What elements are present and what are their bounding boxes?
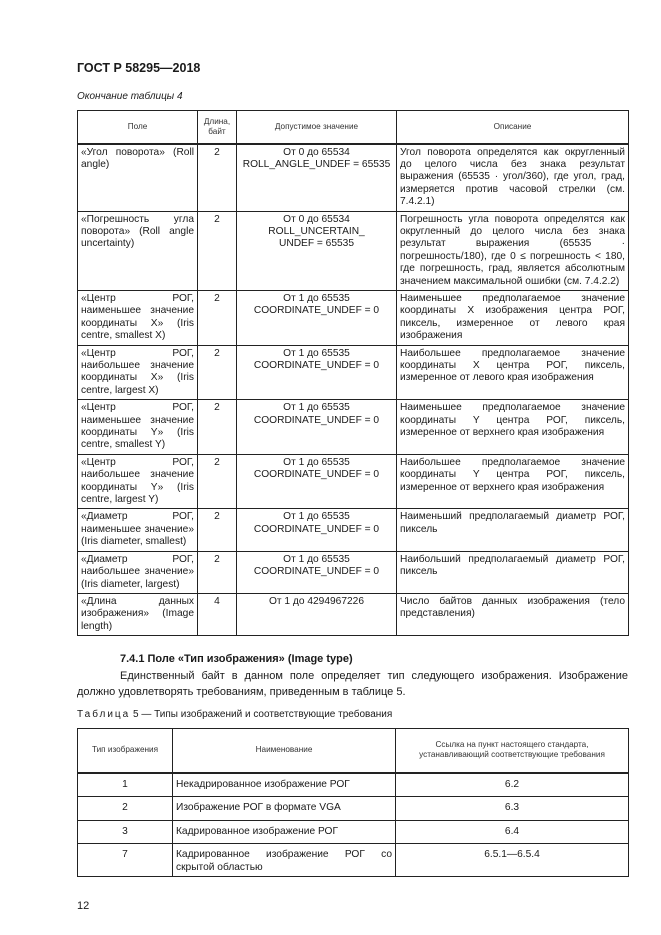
value-cell: От 1 до 65535 COORDINATE_UNDEF = 0 — [236, 453, 397, 510]
section-paragraph: Единственный байт в данном поле определя… — [77, 670, 628, 699]
column-header: Тип изображения — [77, 728, 173, 774]
reference-cell: 6.4 — [395, 820, 629, 845]
table-row: 7 Кадрированное изображение РОГ со скрыто… — [77, 843, 629, 877]
caption-text: 5 — Типы изображений и соответствующие т… — [133, 709, 393, 721]
reference-cell: 6.2 — [395, 772, 629, 798]
field-cell: «Центр РОГ, наибольшее значение координа… — [77, 453, 198, 510]
field-cell: «Диаметр РОГ, наименьшее значение» (Iris… — [77, 508, 198, 552]
table-continuation-label: Окончание таблицы 4 — [77, 91, 183, 102]
name-cell: Кадрированное изображение РОГ — [172, 820, 396, 845]
value-cell: От 1 до 4294967226 — [236, 592, 397, 637]
type-cell: 2 — [77, 796, 173, 822]
column-header: Наименование — [172, 728, 396, 774]
reference-cell: 6.5.1—6.5.4 — [395, 843, 629, 877]
length-cell: 2 — [197, 508, 237, 552]
table-row: «Центр РОГ, наименьшее значение координа… — [77, 399, 629, 455]
table-row: «Диаметр РОГ, наибольшее значение» (Iris… — [77, 550, 629, 594]
name-cell: Изображение РОГ в формате VGA — [172, 796, 396, 822]
type-cell: 1 — [77, 772, 173, 798]
name-cell: Некадрированное изображение РОГ — [172, 772, 396, 798]
description-cell: Погрешность угла поворота определятся ка… — [396, 210, 629, 291]
description-cell: Наименьший предполагаемый диаметр РОГ, п… — [396, 508, 629, 552]
type-cell: 3 — [77, 820, 173, 845]
value-cell: От 1 до 65535 COORDINATE_UNDEF = 0 — [236, 344, 397, 401]
length-cell: 2 — [197, 453, 237, 510]
field-cell: «Угол поворота» (Roll angle) — [77, 143, 198, 212]
table-row: «Центр РОГ, наименьшее значение координа… — [77, 289, 629, 346]
table-header-row: Поле Длина, байт Допустимое значение Опи… — [77, 110, 629, 145]
length-cell: 2 — [197, 210, 237, 291]
field-cell: «Центр РОГ, наименьшее значение координа… — [77, 289, 198, 346]
column-header: Описание — [396, 110, 629, 145]
length-cell: 4 — [197, 592, 237, 637]
field-cell: «Центр РОГ, наибольшее значение координа… — [77, 344, 198, 401]
table-row: «Центр РОГ, наибольшее значение координа… — [77, 453, 629, 510]
document-title: ГОСТ Р 58295—2018 — [77, 61, 201, 75]
table-row: 3 Кадрированное изображение РОГ 6.4 — [77, 820, 629, 845]
description-cell: Угол поворота определятся как округленны… — [396, 143, 629, 212]
description-cell: Число байтов данных изображения (тело пр… — [396, 592, 629, 637]
length-cell: 2 — [197, 399, 237, 455]
table-header-row: Тип изображения Наименование Ссылка на п… — [77, 728, 629, 774]
column-header: Ссылка на пункт настоящего стандарта, ус… — [395, 728, 629, 774]
length-cell: 2 — [197, 550, 237, 594]
description-cell: Наибольший предполагаемый диаметр РОГ, п… — [396, 550, 629, 594]
table-row: 2 Изображение РОГ в формате VGA 6.3 — [77, 796, 629, 822]
description-cell: Наименьшее предполагаемое значение коорд… — [396, 289, 629, 346]
value-cell: От 1 до 65535 COORDINATE_UNDEF = 0 — [236, 508, 397, 552]
value-cell: От 1 до 65535 COORDINATE_UNDEF = 0 — [236, 289, 397, 346]
value-cell: От 0 до 65534 ROLL_ANGLE_UNDEF = 65535 — [236, 143, 397, 212]
table-4: Поле Длина, байт Допустимое значение Опи… — [77, 110, 629, 637]
table-row: «Угол поворота» (Roll angle) 2 От 0 до 655… — [77, 143, 629, 212]
table-row: «Центр РОГ, наибольшее значение координа… — [77, 344, 629, 401]
description-cell: Наименьшее предполагаемое значение коорд… — [396, 399, 629, 455]
name-cell: Кадрированное изображение РОГ со скрытой… — [172, 843, 396, 877]
section-heading: 7.4.1 Поле «Тип изображения» (Image type… — [120, 653, 353, 666]
value-cell: От 1 до 65535 COORDINATE_UNDEF = 0 — [236, 550, 397, 594]
field-cell: «Погрешность угла поворота» (Roll angle … — [77, 210, 198, 291]
table-row: 1 Некадрированное изображение РОГ 6.2 — [77, 772, 629, 798]
length-cell: 2 — [197, 143, 237, 212]
field-cell: «Длина данных изображения» (Image length… — [77, 592, 198, 637]
table-5-caption: Таблица 5 — Типы изображений и соответст… — [77, 708, 628, 721]
table-5: Тип изображения Наименование Ссылка на п… — [77, 728, 629, 877]
field-cell: «Центр РОГ, наименьшее значение координа… — [77, 399, 198, 455]
value-cell: От 0 до 65534 ROLL_UNCERTAIN_ UNDEF = 65… — [236, 210, 397, 291]
length-cell: 2 — [197, 344, 237, 401]
caption-prefix: Таблица — [77, 709, 131, 721]
table-row: «Погрешность угла поворота» (Roll angle … — [77, 210, 629, 291]
column-header: Поле — [77, 110, 198, 145]
field-cell: «Диаметр РОГ, наибольшее значение» (Iris… — [77, 550, 198, 594]
page-number: 12 — [77, 899, 90, 912]
description-cell: Наибольшее предполагаемое значение коорд… — [396, 453, 629, 510]
reference-cell: 6.3 — [395, 796, 629, 822]
length-cell: 2 — [197, 289, 237, 346]
value-cell: От 1 до 65535 COORDINATE_UNDEF = 0 — [236, 399, 397, 455]
column-header: Допустимое значение — [236, 110, 397, 145]
table-row: «Длина данных изображения» (Image length… — [77, 592, 629, 637]
description-cell: Наибольшее предполагаемое значение коорд… — [396, 344, 629, 401]
type-cell: 7 — [77, 843, 173, 877]
table-row: «Диаметр РОГ, наименьшее значение» (Iris… — [77, 508, 629, 552]
column-header: Длина, байт — [197, 110, 237, 145]
